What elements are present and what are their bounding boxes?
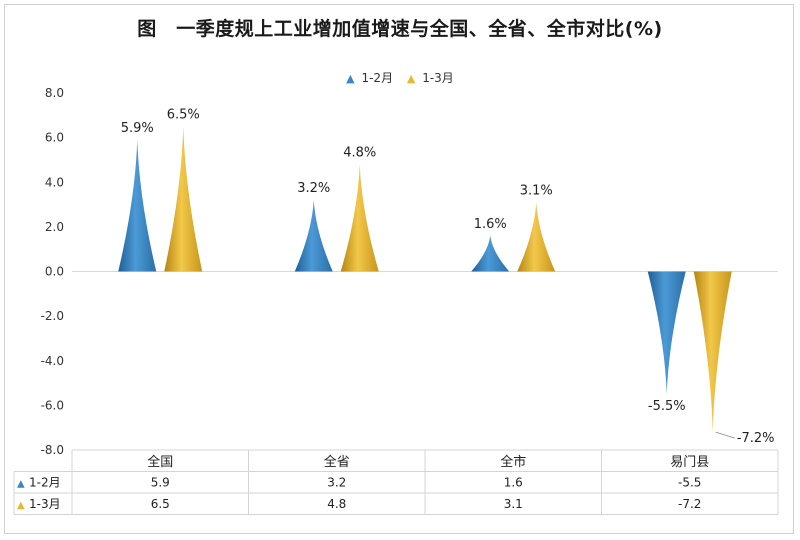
legend-label-series-2: 1-3月: [422, 71, 454, 85]
table-series-marker: ▲: [17, 479, 25, 490]
table-cell: 3.1: [504, 497, 523, 511]
y-tick-label: 0.0: [45, 265, 64, 279]
cone-bar: [647, 271, 686, 395]
table-cell: 4.8: [327, 497, 346, 511]
table-cell: -5.5: [678, 476, 701, 490]
legend-marker-series-1: ▲: [346, 72, 355, 85]
data-label-leader: [715, 431, 735, 439]
category-label: 全省: [324, 454, 350, 470]
chart-legend: ▲ 1-2月 ▲ 1-3月: [0, 69, 800, 86]
cone-bar: [471, 235, 510, 272]
cone-bar: [517, 202, 556, 272]
cone-bar: [294, 200, 333, 272]
y-tick-label: 4.0: [45, 175, 64, 189]
cone-bar: [118, 139, 157, 272]
y-tick-label: -8.0: [41, 443, 64, 457]
table-cell: 5.9: [151, 476, 170, 490]
table-cell: 3.2: [327, 476, 346, 490]
category-label: 易门县: [670, 455, 709, 470]
table-series-label: 1-3月: [29, 497, 61, 511]
data-label: 3.1%: [520, 183, 553, 198]
data-label: 5.9%: [121, 121, 154, 136]
data-label: 6.5%: [167, 107, 200, 122]
legend-marker-series-2: ▲: [406, 72, 416, 85]
data-label: -7.2%: [737, 431, 775, 446]
table-cell: -7.2: [678, 497, 701, 511]
y-tick-label: 6.0: [45, 131, 64, 145]
data-label: 1.6%: [474, 217, 507, 232]
table-cell: 1.6: [504, 476, 523, 490]
cone-bar: [164, 126, 203, 272]
chart-title: 图 一季度规上工业增加值增速与全国、全省、全市对比(%): [137, 18, 663, 40]
legend-item-series-2: ▲ 1-3月: [407, 69, 454, 86]
table-series-label: 1-2月: [29, 476, 61, 490]
data-label: 3.2%: [297, 181, 330, 196]
legend-label-series-1: 1-2月: [361, 71, 394, 85]
data-label: 4.8%: [343, 145, 376, 160]
y-tick-label: -2.0: [41, 309, 64, 323]
category-label: 全市: [500, 454, 526, 470]
y-tick-label: -6.0: [41, 398, 64, 412]
cone-bar: [693, 271, 732, 433]
y-tick-label: 2.0: [45, 220, 64, 234]
category-label: 全国: [147, 454, 173, 470]
table-cell: 6.5: [151, 497, 170, 511]
y-tick-label: 8.0: [45, 86, 64, 100]
table-series-marker: ▲: [17, 500, 25, 511]
data-label: -5.5%: [648, 399, 686, 414]
legend-item-series-1: ▲ 1-2月: [346, 69, 393, 86]
y-tick-label: -4.0: [41, 354, 64, 368]
cone-bar: [340, 164, 379, 272]
